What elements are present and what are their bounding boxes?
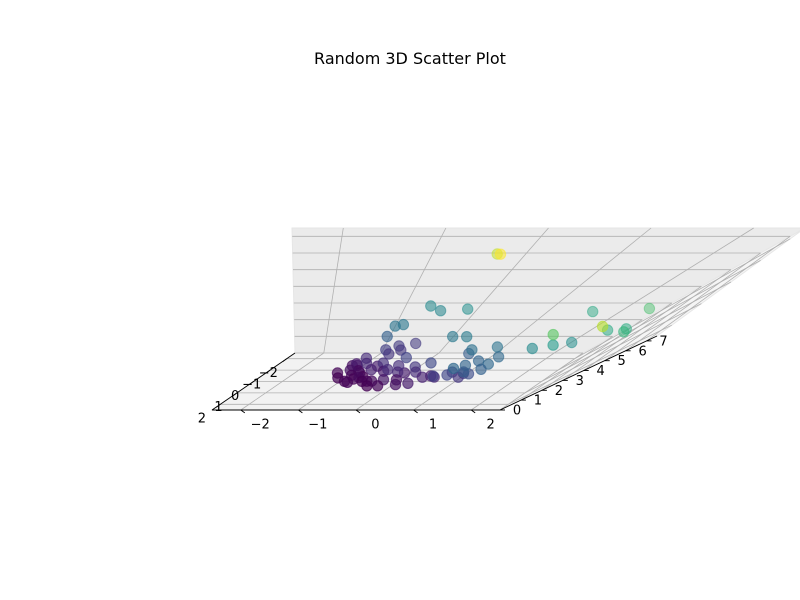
scatter-point [461,331,473,343]
x-tick [265,369,271,374]
scatter-point [491,341,504,353]
scatter-point [361,380,373,392]
z-tick-label: 4 [597,364,605,379]
scatter-point [547,328,559,341]
y-grid-line [323,227,344,354]
z-tick-label: 1 [534,394,542,409]
x-tick-label: 1 [214,400,222,415]
y-grid-line [470,352,555,411]
x-grid-line [574,238,791,360]
y-tick-label: 0 [371,418,379,433]
scatter-point [341,376,354,388]
z-grid-line [625,252,761,352]
scatter-point [526,342,538,355]
scatter-point [365,364,377,376]
scatter-point [425,357,437,369]
z-grid-line [604,269,732,362]
scatter-point [381,330,393,343]
scatter-point [494,248,507,260]
scatter-point [587,305,599,318]
x-tick [282,358,287,363]
x-tick-label: 2 [198,412,206,427]
x-tick [249,381,254,385]
x-grid-line [524,303,702,394]
scatter-point [566,336,578,349]
z-grid-line [520,335,613,401]
x-grid-line [508,324,672,405]
scatter-point [434,305,447,317]
y-tick-label: −1 [308,418,327,433]
z-tick-label: 3 [576,374,584,389]
y-tick [355,409,361,414]
scatter-point [596,320,609,333]
scatter-point [457,366,470,378]
z-grid-line [646,235,791,342]
scatter-point [462,303,474,315]
z-grid-line [583,285,702,371]
z-tick-label: 0 [513,404,521,419]
y-tick [240,409,246,414]
tick-marks [216,340,652,414]
y-grid-line [381,227,447,354]
scatter-point [547,339,559,351]
y-grid-line [438,227,549,354]
chart-title: Random 3D Scatter Plot [314,49,506,68]
y-tick-label: −2 [251,418,270,433]
scatter-point [400,351,412,364]
y-grid-line [553,227,754,354]
z-grid-line [562,302,673,381]
scatter-point [389,320,401,332]
z-grid-line [499,352,584,411]
scatter-point [382,363,394,376]
z-tick-label: 6 [638,344,646,359]
y-tick [413,409,418,414]
scatter-point [643,302,656,315]
x-tick-label: 0 [231,389,239,404]
scatter-point [425,300,437,312]
scatter-point [427,370,439,382]
scatter-point [475,363,487,375]
x-tick-label: −2 [259,366,278,381]
scatter-point [618,326,630,338]
scatter-point [466,344,478,356]
scatter-point [371,380,384,392]
scatter-point [402,377,414,389]
y-tick-label: 1 [429,418,437,433]
x-grid-line [541,281,732,382]
x-tick [232,392,238,397]
scatter-point [447,362,460,375]
y-tick [470,409,476,414]
scatter-point [416,371,428,383]
scatter-point [389,378,402,391]
z-tick-label: 5 [618,354,626,369]
z-axis-line [499,335,658,411]
scatter-point [410,337,422,350]
z-tick-label: 2 [555,384,563,399]
y-grid-line [240,352,325,411]
y-grid-line [496,227,652,354]
data-points [331,248,656,392]
x-tick [216,403,221,408]
z-tick-label: 7 [659,334,667,349]
x-tick-label: −1 [242,377,261,392]
scatter-point [492,351,505,363]
x-grid-line [557,260,761,371]
scatter-point [383,348,395,360]
scatter-point [447,330,459,343]
y-tick-label: 2 [486,418,494,433]
y-tick [298,409,303,414]
